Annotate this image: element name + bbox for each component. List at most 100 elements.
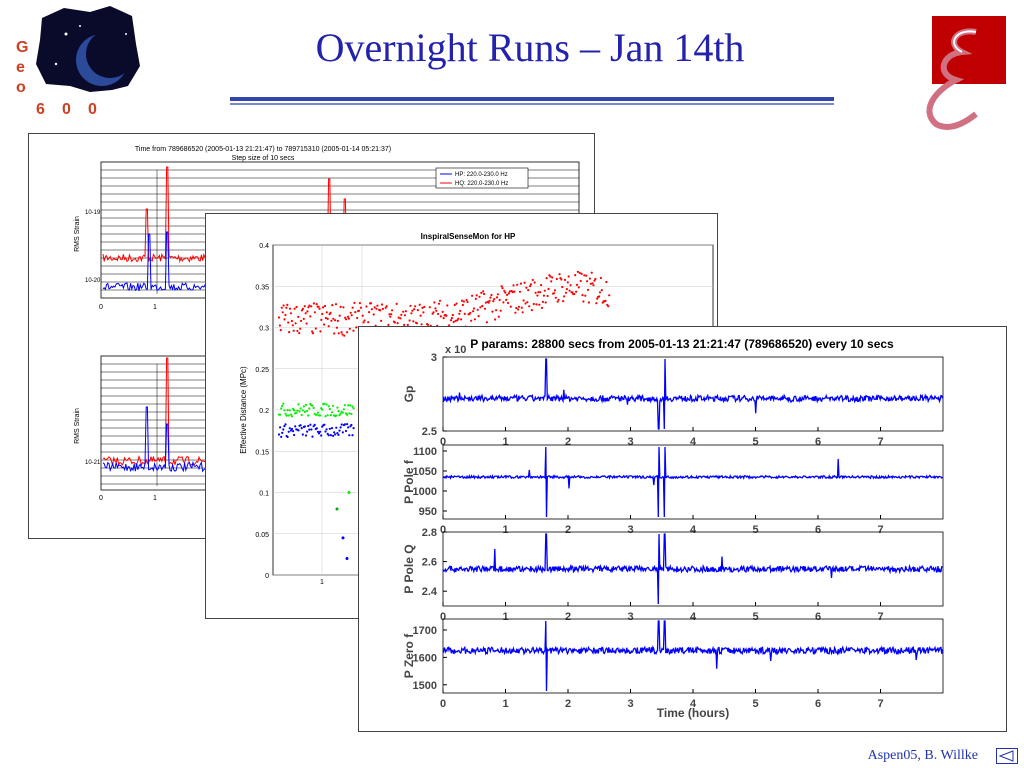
chart2-point [318, 307, 321, 310]
chart2-point [372, 313, 375, 316]
chart3-panel0-ylabel: Gp [402, 386, 416, 403]
chart3-panel0-xtick-5: 5 [752, 436, 758, 448]
chart3-panel0-xtick-2: 2 [565, 436, 571, 448]
chart2-point [294, 322, 297, 325]
chart2-point [325, 311, 328, 314]
chart2-point [588, 277, 591, 280]
chart2-point [455, 302, 458, 305]
chart2-point [543, 289, 546, 292]
chart2-point [326, 414, 329, 417]
chart2-point [346, 423, 349, 426]
chart2-point [399, 317, 402, 320]
chart2-point [388, 313, 391, 316]
chart2-point [290, 319, 293, 323]
chart2-point [469, 311, 472, 314]
chart2-point [320, 318, 323, 321]
chart2-point [499, 309, 502, 312]
chart2-point [373, 306, 376, 309]
chart2-point [546, 294, 549, 298]
chart3-axes-1 [442, 444, 944, 520]
chart3-panel3-ylabel: P Zero f [402, 633, 416, 678]
chart2-point [465, 298, 468, 302]
chart2-point [283, 425, 286, 428]
chart2-point [575, 283, 579, 286]
chart2-point [308, 428, 311, 431]
chart2-point [594, 277, 597, 281]
chart2-point [317, 305, 320, 308]
chart2-point [296, 409, 299, 412]
chart2-point [480, 291, 483, 294]
chart2-point [415, 322, 419, 325]
chart2-point [329, 414, 332, 417]
chart2-point [335, 414, 338, 417]
chart3-panel1-xtick-6: 6 [815, 524, 821, 536]
chart2-point [327, 434, 330, 437]
chart2-point [342, 306, 345, 309]
chart2-point [287, 414, 290, 417]
chart2-point [472, 307, 476, 310]
chart2-point [309, 315, 312, 318]
chart2-point [540, 284, 543, 287]
chart2-point [304, 312, 307, 315]
chart2-point [279, 426, 282, 429]
chart2-point [575, 290, 578, 293]
prev-slide-button[interactable] [996, 748, 1018, 764]
chart2-point [402, 310, 405, 313]
chart2-point [418, 303, 421, 306]
chart2-point [285, 414, 288, 417]
chart2-point [488, 299, 491, 302]
chart2-point [506, 301, 510, 305]
chart2-point [351, 306, 354, 309]
chart2-point [478, 295, 481, 298]
chart2-point [289, 413, 292, 416]
chart2-point [303, 305, 306, 308]
chart2-point [541, 300, 545, 303]
chart3-panel1-xtick-0: 0 [440, 524, 446, 536]
chart2-point [479, 306, 482, 309]
chart2-point [277, 433, 281, 436]
chart2-point [547, 287, 550, 291]
chart2-point [441, 310, 444, 313]
chart2-point [352, 329, 355, 332]
chart2-point [523, 281, 526, 284]
chart2-point [334, 433, 337, 436]
chart2-point [298, 332, 301, 335]
chart2-point [571, 291, 574, 294]
chart1-bottom-ylabel: RMS Strain [74, 408, 81, 444]
chart2-point [329, 311, 332, 314]
chart2-point [289, 312, 293, 315]
chart2-point [351, 405, 354, 408]
chart2-point [585, 274, 588, 277]
chart2-point [319, 330, 322, 333]
chart2-point [286, 435, 289, 439]
chart2-point [293, 307, 296, 310]
chart2-point [304, 434, 308, 437]
chart2-point [503, 289, 506, 292]
chart2-point [327, 405, 330, 408]
chart2-point [284, 423, 287, 426]
chart2-point [330, 427, 334, 430]
chart3-panel2-xtick-0: 0 [440, 611, 446, 623]
chart3-panel2-ylabel: P Pole Q [402, 544, 416, 593]
chart2-point [391, 309, 394, 312]
chart2-point [308, 304, 311, 307]
chart2-point [280, 306, 283, 309]
chart2-point [296, 329, 299, 333]
chart3-panel2-xtick-4: 4 [690, 611, 697, 623]
chart2-point [581, 294, 584, 297]
chart2-point [290, 427, 294, 431]
chart2-point [313, 311, 316, 314]
chart2-point [283, 409, 286, 412]
chart2-point [322, 306, 325, 309]
chart2-point [524, 302, 527, 305]
chart3-panel1-xtick-7: 7 [877, 524, 883, 536]
chart2-point [346, 331, 349, 334]
chart2-point [428, 306, 431, 309]
chart2-point [433, 301, 436, 304]
chart3-panel2-xtick-5: 5 [752, 611, 758, 623]
chart3-panel2-xtick-3: 3 [627, 611, 633, 623]
chart2-point [437, 312, 440, 316]
chart2-point [331, 304, 334, 307]
chart2-point [437, 302, 441, 305]
chart2-point [452, 320, 455, 324]
